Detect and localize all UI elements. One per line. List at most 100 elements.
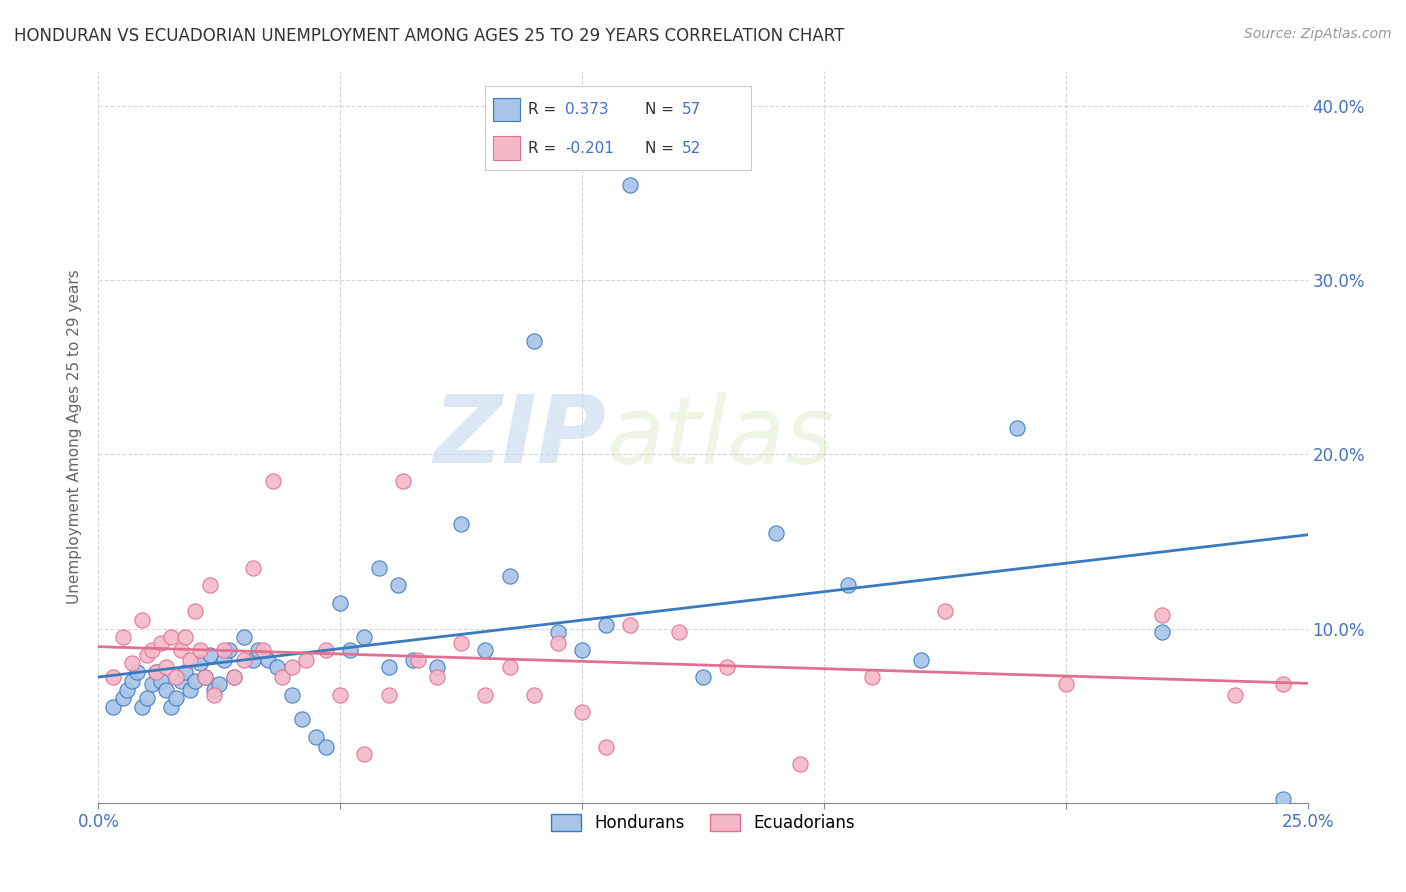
Point: [450, 517, 472, 532]
Point: [353, 747, 375, 761]
Point: [101, 700, 124, 714]
Text: atlas: atlas: [606, 392, 835, 483]
Point: [426, 660, 449, 674]
Y-axis label: Unemployment Among Ages 25 to 29 years: Unemployment Among Ages 25 to 29 years: [67, 269, 83, 605]
Point: [860, 670, 883, 684]
Point: [101, 670, 124, 684]
Point: [141, 642, 163, 657]
Point: [204, 688, 226, 702]
Point: [305, 730, 328, 744]
Point: [262, 474, 284, 488]
Point: [165, 691, 187, 706]
Point: [716, 660, 738, 674]
Point: [131, 700, 153, 714]
Point: [155, 682, 177, 697]
Point: [150, 635, 173, 649]
Point: [127, 665, 149, 680]
Point: [595, 618, 617, 632]
Point: [571, 705, 593, 719]
Point: [498, 660, 520, 674]
Point: [547, 625, 569, 640]
Point: [266, 660, 288, 674]
Point: [212, 653, 235, 667]
Point: [426, 670, 449, 684]
Point: [179, 682, 201, 697]
Point: [619, 618, 641, 632]
Point: [188, 657, 211, 671]
Point: [315, 642, 337, 657]
Point: [392, 474, 415, 488]
Point: [160, 700, 183, 714]
Point: [117, 682, 139, 697]
Point: [402, 653, 425, 667]
Point: [150, 673, 173, 688]
Point: [668, 625, 690, 640]
Point: [111, 631, 134, 645]
Point: [218, 642, 240, 657]
Point: [222, 670, 245, 684]
Point: [256, 653, 278, 667]
Point: [377, 660, 399, 674]
Point: [160, 631, 183, 645]
Point: [174, 631, 197, 645]
Point: [141, 677, 163, 691]
Text: Source: ZipAtlas.com: Source: ZipAtlas.com: [1244, 27, 1392, 41]
Point: [934, 604, 956, 618]
Point: [290, 712, 312, 726]
Point: [837, 578, 859, 592]
Point: [523, 334, 546, 349]
Point: [174, 665, 197, 680]
Point: [198, 578, 221, 592]
Point: [1007, 421, 1029, 435]
Point: [692, 670, 714, 684]
Point: [1054, 677, 1077, 691]
Point: [165, 670, 187, 684]
Point: [111, 691, 134, 706]
Point: [1272, 677, 1295, 691]
Point: [1272, 792, 1295, 806]
Point: [131, 613, 153, 627]
Point: [155, 660, 177, 674]
Point: [339, 642, 361, 657]
Point: [135, 648, 157, 662]
Point: [179, 653, 201, 667]
Point: [353, 631, 375, 645]
Point: [406, 653, 429, 667]
Point: [450, 635, 472, 649]
Point: [523, 688, 546, 702]
Point: [474, 642, 496, 657]
Point: [169, 642, 191, 657]
Point: [789, 757, 811, 772]
Point: [498, 569, 520, 583]
Point: [188, 642, 211, 657]
Point: [387, 578, 409, 592]
Point: [212, 642, 235, 657]
Point: [247, 642, 270, 657]
Point: [271, 670, 294, 684]
Point: [474, 688, 496, 702]
Point: [281, 688, 304, 702]
Point: [281, 660, 304, 674]
Point: [1152, 607, 1174, 622]
Point: [571, 642, 593, 657]
Point: [377, 688, 399, 702]
Point: [252, 642, 274, 657]
Text: HONDURAN VS ECUADORIAN UNEMPLOYMENT AMONG AGES 25 TO 29 YEARS CORRELATION CHART: HONDURAN VS ECUADORIAN UNEMPLOYMENT AMON…: [14, 27, 845, 45]
Point: [595, 740, 617, 755]
Point: [121, 657, 143, 671]
Point: [1223, 688, 1246, 702]
Text: ZIP: ZIP: [433, 391, 606, 483]
Point: [910, 653, 932, 667]
Point: [194, 670, 217, 684]
Point: [135, 691, 157, 706]
Point: [121, 673, 143, 688]
Point: [242, 653, 264, 667]
Point: [222, 670, 245, 684]
Point: [329, 595, 352, 609]
Point: [315, 740, 337, 755]
Point: [204, 682, 226, 697]
Point: [194, 670, 217, 684]
Point: [184, 673, 207, 688]
Point: [368, 560, 391, 574]
Point: [184, 604, 207, 618]
